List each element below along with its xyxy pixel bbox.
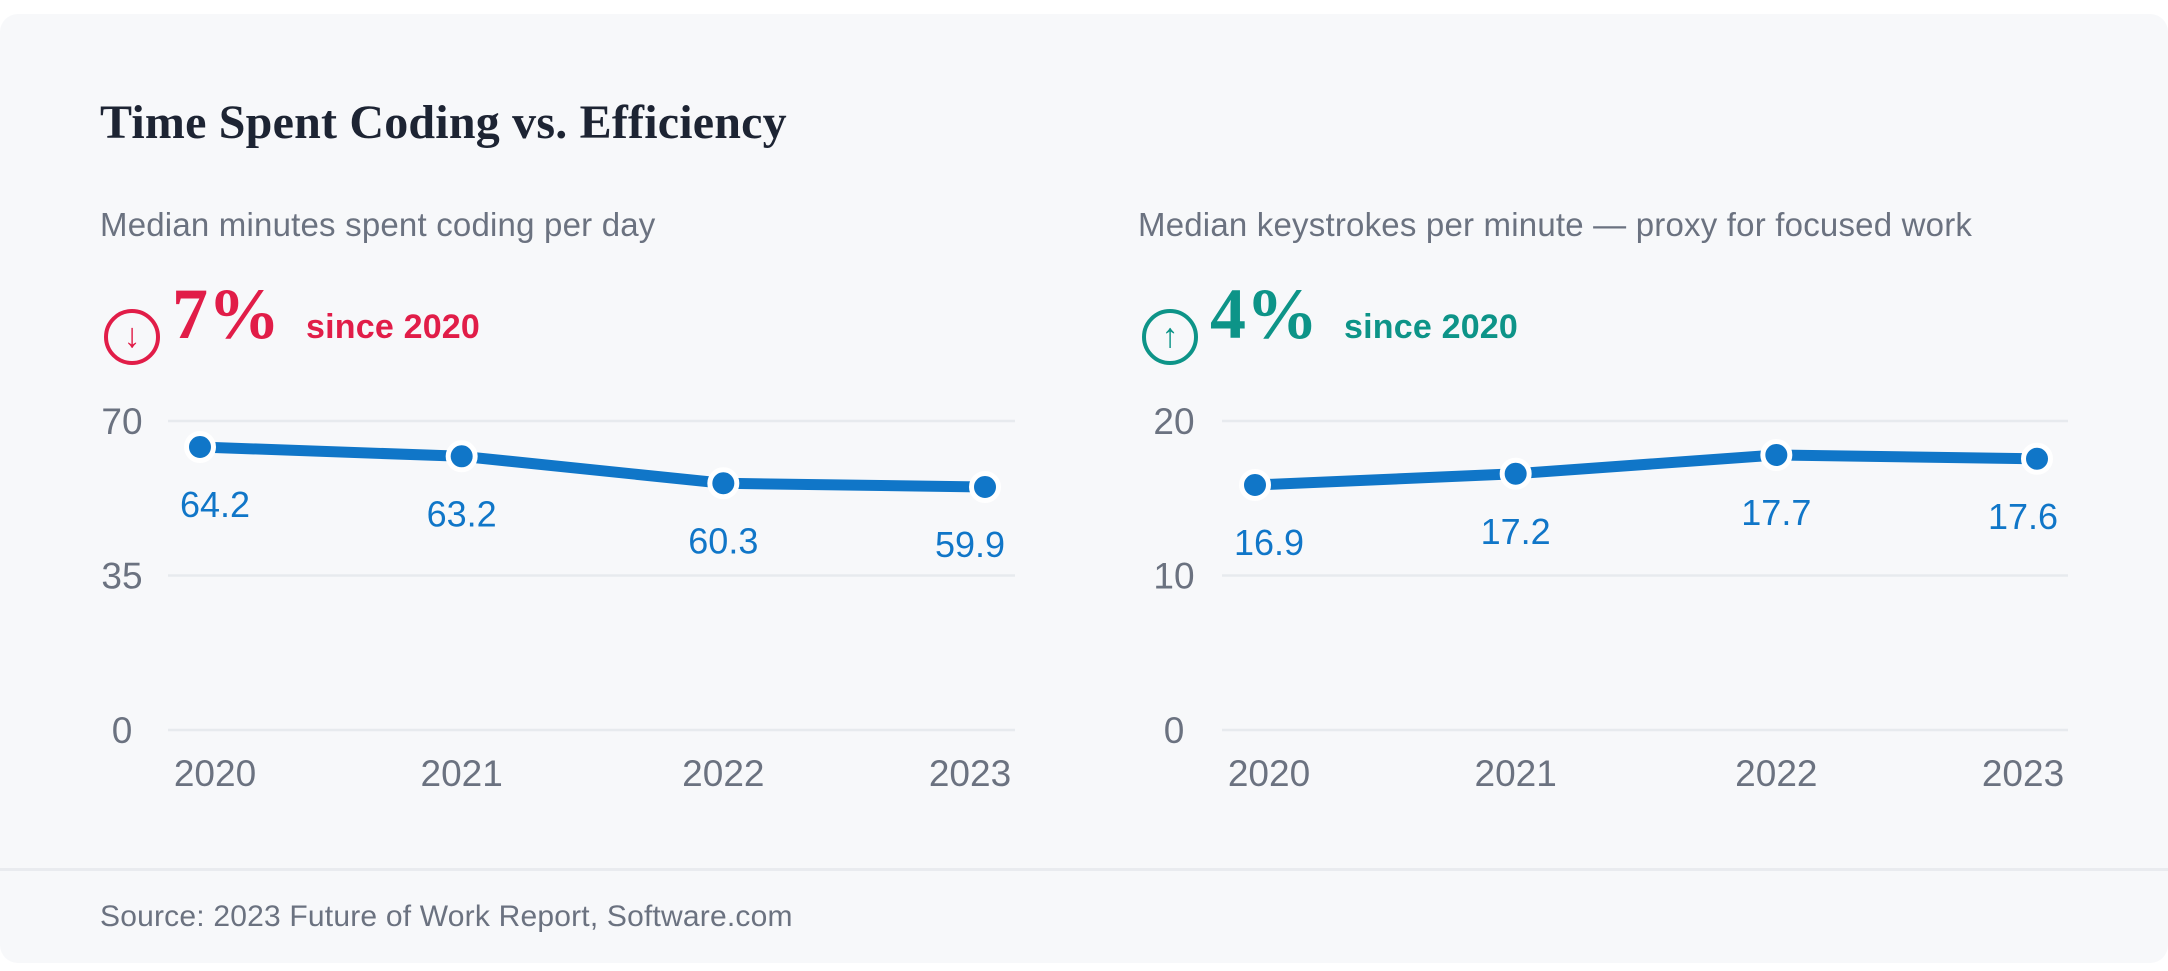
trend-line [1249, 449, 2043, 491]
y-axis-tick-label: 10 [1153, 556, 1194, 597]
card-background [0, 14, 2168, 963]
data-point-label: 17.7 [1741, 492, 1811, 533]
data-point-label: 60.3 [688, 520, 758, 561]
data-point-label: 17.2 [1481, 511, 1551, 552]
x-axis-tick-label: 2021 [1475, 753, 1557, 794]
stat-change-badge: ↓ 7% since 2020 [104, 274, 481, 365]
y-axis-tick-label: 35 [101, 556, 142, 597]
arrow-up-circle-icon: ↑ [1142, 309, 1198, 365]
footer-divider [0, 868, 2168, 871]
data-point-label: 64.2 [180, 484, 250, 525]
page-title: Time Spent Coding vs. Efficiency [100, 96, 787, 149]
x-axis-tick-label: 2023 [929, 753, 1011, 794]
data-point [1499, 457, 1532, 490]
x-axis-tick-label: 2023 [1982, 753, 2064, 794]
data-point [2021, 442, 2053, 475]
x-axis-tick-label: 2022 [1735, 753, 1817, 794]
stat-caption: since 2020 [306, 308, 481, 346]
y-axis-tick-label: 0 [1164, 710, 1185, 751]
x-axis-tick-label: 2021 [421, 753, 503, 794]
data-point [184, 431, 216, 463]
chart-panel-keystrokes: Median keystrokes per minute — proxy for… [1138, 0, 2118, 860]
y-axis-tick-label: 20 [1153, 401, 1194, 442]
x-axis-tick-label: 2020 [174, 753, 256, 794]
x-axis-tick-label: 2022 [682, 753, 764, 794]
arrow-down-circle-icon: ↓ [104, 309, 160, 365]
data-point [445, 440, 478, 473]
data-point [1239, 469, 1271, 501]
data-point [1760, 439, 1793, 471]
data-point [969, 471, 1001, 503]
y-axis-tick-label: 0 [112, 710, 133, 751]
stat-change-badge: ↑ 4% since 2020 [1142, 274, 1519, 365]
stat-value: 4% [1210, 274, 1318, 354]
x-axis-tick-label: 2020 [1228, 753, 1310, 794]
y-axis-tick-label: 70 [101, 401, 142, 442]
chart-subtitle: Median keystrokes per minute — proxy for… [1138, 206, 1973, 243]
stat-caption: since 2020 [1344, 308, 1519, 346]
data-point-label: 17.6 [1988, 496, 2058, 537]
chart-panel-coding-minutes: Median minutes spent coding per day ↓ 7%… [100, 0, 1060, 860]
data-point-label: 59.9 [935, 524, 1005, 565]
stat-value: 7% [172, 274, 280, 354]
trend-line [194, 441, 991, 493]
source-attribution: Source: 2023 Future of Work Report, Soft… [100, 900, 793, 933]
data-point-label: 16.9 [1234, 522, 1304, 563]
data-point [707, 467, 740, 500]
chart-subtitle: Median minutes spent coding per day [100, 206, 656, 243]
data-point-label: 63.2 [427, 493, 497, 534]
